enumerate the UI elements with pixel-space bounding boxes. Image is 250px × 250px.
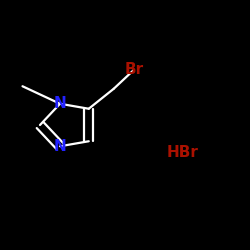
Text: N: N	[54, 139, 66, 154]
Text: Br: Br	[124, 62, 143, 78]
Text: N: N	[54, 96, 66, 111]
Text: HBr: HBr	[166, 145, 198, 160]
